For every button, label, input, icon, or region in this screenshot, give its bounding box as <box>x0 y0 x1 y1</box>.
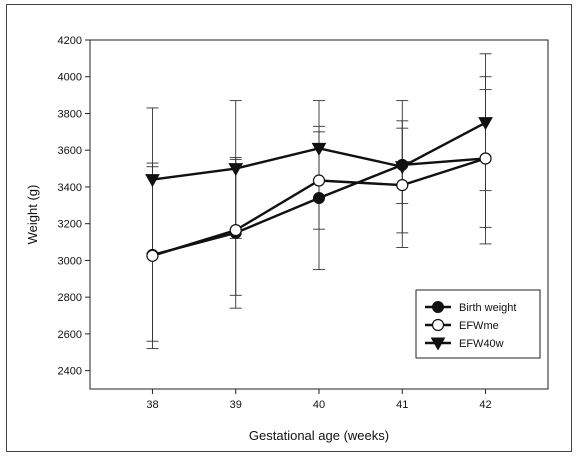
series-markers <box>145 117 493 262</box>
x-tick-label: 41 <box>396 399 408 411</box>
y-tick-label: 3600 <box>58 145 82 157</box>
legend-marker <box>430 337 446 351</box>
x-tick-label: 39 <box>230 399 242 411</box>
figure-frame <box>6 4 572 452</box>
legend-label: EFW40w <box>459 338 504 350</box>
axis-ticks: 2400 2600 2800 3000 3200 3400 3600 3800 4000 4200… <box>58 35 492 411</box>
x-axis-title: Gestational age (weeks) <box>249 428 389 443</box>
y-tick-label: 2600 <box>58 329 82 341</box>
data-point <box>145 174 160 188</box>
y-tick-label: 4200 <box>58 35 82 47</box>
data-point <box>478 117 493 131</box>
y-tick-label: 2800 <box>58 292 82 304</box>
data-point <box>394 161 410 175</box>
legend-marker <box>431 318 445 332</box>
y-axis-title: Weight (g) <box>25 185 40 245</box>
y-tick-label: 2400 <box>58 366 82 378</box>
y-tick-label: 4000 <box>58 72 82 84</box>
legend: Birth weight EFWme EFW40w <box>415 289 541 359</box>
data-point <box>396 179 409 192</box>
y-tick-label: 3400 <box>58 182 82 194</box>
x-tick-label: 42 <box>479 399 491 411</box>
x-tick-label: 38 <box>146 399 158 411</box>
data-point <box>312 174 326 187</box>
x-tick-label: 40 <box>313 399 325 411</box>
y-tick-label: 3200 <box>58 219 82 231</box>
legend-marker <box>432 301 444 313</box>
y-tick-label: 3000 <box>58 255 82 267</box>
legend-label: Birth weight <box>459 302 516 314</box>
data-point <box>228 163 244 177</box>
data-point <box>313 191 325 204</box>
legend-label: EFWme <box>459 320 499 332</box>
data-point <box>311 142 327 156</box>
data-point <box>479 152 492 165</box>
y-tick-label: 3800 <box>58 108 82 120</box>
data-point <box>146 249 159 262</box>
data-point <box>229 224 242 237</box>
